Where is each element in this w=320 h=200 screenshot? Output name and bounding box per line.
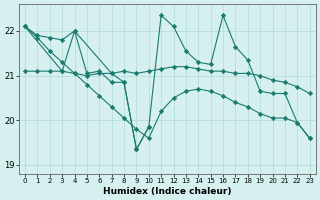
X-axis label: Humidex (Indice chaleur): Humidex (Indice chaleur) — [103, 187, 232, 196]
